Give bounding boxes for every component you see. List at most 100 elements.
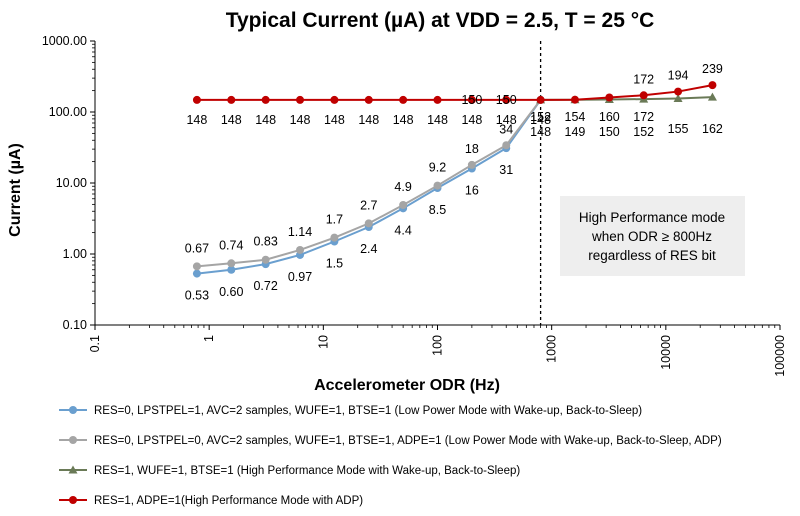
- data-label: 148: [324, 113, 345, 127]
- legend-swatch-marker: [69, 406, 77, 414]
- series-4-point: [330, 95, 339, 104]
- annotation-line-2: when ODR ≥ 800Hz: [591, 229, 712, 244]
- series-2-point: [364, 219, 373, 228]
- x-axis-title: Accelerometer ODR (Hz): [314, 377, 500, 394]
- series-4-point: [674, 87, 683, 96]
- series-4-point: [639, 91, 648, 100]
- data-label: 239: [702, 62, 723, 76]
- data-label: 0.97: [288, 270, 312, 284]
- series-2-point: [192, 262, 201, 271]
- data-label: 0.72: [253, 279, 277, 293]
- series-line-4: [196, 84, 713, 101]
- series-layer: [192, 81, 717, 278]
- series-1-point: [192, 269, 201, 278]
- series-4-point: [708, 81, 717, 90]
- legend-label: RES=1, WUFE=1, BTSE=1 (High Performance …: [94, 465, 520, 477]
- y-axis-title: Current (µA): [7, 143, 24, 237]
- data-label: 2.7: [360, 198, 377, 212]
- axes: 0.10 1.00 10.00 100.00 1000.00 0.1 1 10 100 1000 1…: [42, 34, 787, 377]
- legend-swatch-marker: [69, 436, 77, 444]
- data-label: 148: [530, 113, 551, 127]
- data-label: 0.83: [253, 235, 277, 249]
- data-label: 8.5: [429, 203, 446, 217]
- y-tick-label: 1000.00: [42, 34, 87, 48]
- series-2-point: [296, 245, 305, 254]
- series-2-point: [399, 200, 408, 209]
- legend-label: RES=0, LPSTPEL=0, AVC=2 samples, WUFE=1,…: [94, 435, 722, 447]
- data-label: 148: [290, 113, 311, 127]
- series-4-point: [399, 95, 408, 104]
- series-4-point: [192, 95, 201, 104]
- y-tick-label: 0.10: [63, 318, 87, 332]
- data-label: 148: [358, 113, 379, 127]
- x-tick-label: 100000: [773, 335, 787, 377]
- series-4-point: [261, 95, 270, 104]
- data-label: 162: [702, 122, 723, 136]
- legend-label: RES=0, LPSTPEL=1, AVC=2 samples, WUFE=1,…: [94, 405, 642, 417]
- y-tick-label: 1.00: [63, 247, 87, 261]
- data-label: 150: [496, 93, 517, 107]
- x-tick-label: 10000: [659, 335, 673, 370]
- annotation-line-1: High Performance mode: [579, 210, 725, 225]
- data-label: 1.7: [326, 213, 343, 227]
- legend-swatch-marker: [68, 465, 78, 474]
- series-2-point: [261, 255, 270, 264]
- series-2-point: [227, 259, 236, 268]
- data-label: 2.4: [360, 242, 377, 256]
- legend: RES=0, LPSTPEL=1, AVC=2 samples, WUFE=1,…: [59, 405, 722, 507]
- legend-label: RES=1, ADPE=1(High Performance Mode with…: [94, 495, 363, 507]
- data-label: 148: [255, 113, 276, 127]
- data-label: 4.9: [394, 180, 411, 194]
- data-label: 0.60: [219, 285, 243, 299]
- data-label: 160: [599, 110, 620, 124]
- data-label: 16: [465, 184, 479, 198]
- data-label: 155: [668, 122, 689, 136]
- x-tick-label: 10: [316, 335, 330, 349]
- data-label: 0.74: [219, 238, 243, 252]
- y-tick-label: 100.00: [49, 105, 87, 119]
- y-tick-label: 10.00: [56, 176, 87, 190]
- x-tick-label: 1000: [545, 335, 559, 363]
- data-label: 148: [427, 113, 448, 127]
- series-4-point: [433, 95, 442, 104]
- x-tick-label: 0.1: [88, 335, 102, 352]
- series-4-point: [536, 95, 545, 104]
- series-2-point: [502, 141, 511, 150]
- data-label: 31: [499, 163, 513, 177]
- data-label: 149: [565, 125, 586, 139]
- data-label: 148: [393, 113, 414, 127]
- data-label: 150: [599, 125, 620, 139]
- data-label: 148: [221, 113, 242, 127]
- data-label: 152: [633, 125, 654, 139]
- series-4-point: [296, 95, 305, 104]
- series-2-point: [433, 181, 442, 190]
- data-label: 34: [499, 122, 513, 136]
- series-4-point: [364, 95, 373, 104]
- data-label: 0.67: [185, 241, 209, 255]
- data-label: 172: [633, 110, 654, 124]
- data-label: 148: [496, 113, 517, 127]
- data-label: 4.4: [394, 223, 411, 237]
- data-label: 1.5: [326, 256, 343, 270]
- data-label: 18: [465, 142, 479, 156]
- data-label: 194: [668, 69, 689, 83]
- data-label: 148: [186, 113, 207, 127]
- x-tick-label: 1: [202, 335, 216, 342]
- data-label: 9.2: [429, 161, 446, 175]
- x-tick-label: 100: [431, 335, 445, 356]
- series-4-point: [605, 93, 614, 102]
- series-4-point: [502, 95, 511, 104]
- data-label: 148: [530, 125, 551, 139]
- series-4-point: [467, 95, 476, 104]
- series-2-point: [330, 233, 339, 242]
- annotation-box: High Performance mode when ODR ≥ 800Hz r…: [560, 196, 745, 276]
- data-label: 1.14: [288, 225, 312, 239]
- data-label: 0.53: [185, 289, 209, 303]
- series-3-point: [707, 92, 717, 101]
- data-label: 154: [565, 110, 586, 124]
- data-label: 150: [461, 93, 482, 107]
- data-label: 172: [633, 72, 654, 86]
- series-3-point: [673, 93, 683, 102]
